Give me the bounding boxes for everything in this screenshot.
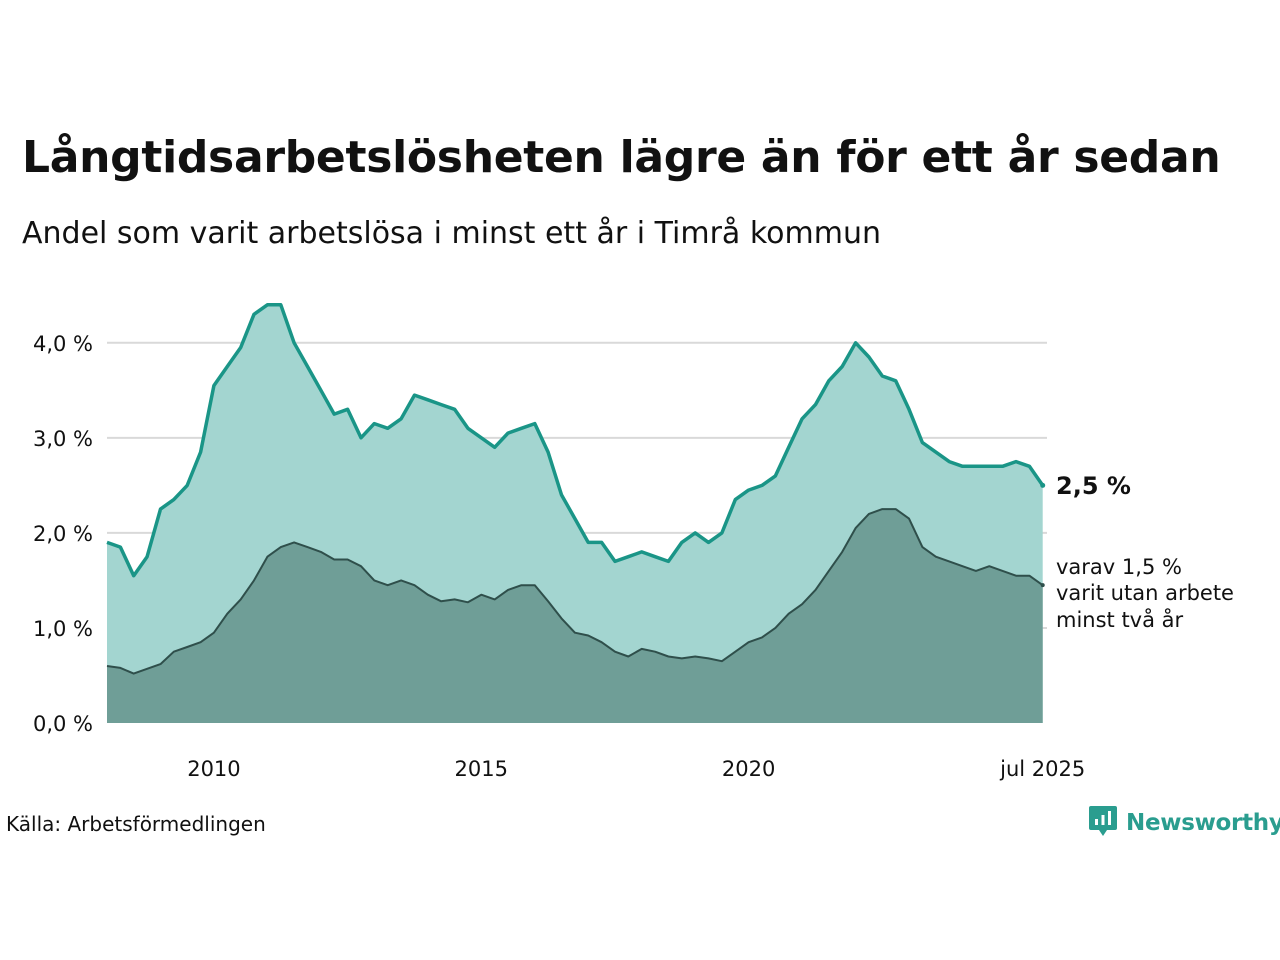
y-axis-ticks: 0,0 % 1,0 % 2,0 % 3,0 % 4,0 % xyxy=(33,332,93,736)
end-point-main xyxy=(1040,482,1046,488)
end-label-main: 2,5 % xyxy=(1056,472,1131,500)
source-note: Källa: Arbetsförmedlingen xyxy=(6,812,266,836)
brand-name: Newsworthy xyxy=(1126,810,1280,836)
line-two-years xyxy=(106,508,1044,675)
chart-title: Långtidsarbetslösheten lägre än för ett … xyxy=(22,132,1221,183)
chart-subtitle: Andel som varit arbetslösa i minst ett å… xyxy=(22,216,881,251)
y-tick-label: 2,0 % xyxy=(33,522,93,546)
y-tick-label: 0,0 % xyxy=(33,712,93,736)
y-tick-label: 4,0 % xyxy=(33,332,93,356)
x-tick-label: 2020 xyxy=(722,757,775,781)
x-tick-label: 2010 xyxy=(187,757,240,781)
chart-speech-bubble-icon xyxy=(1088,804,1118,842)
area-two-years xyxy=(107,509,1043,723)
line-total-longterm xyxy=(106,303,1045,578)
x-axis-ticks: 2010 2015 2020 jul 2025 xyxy=(187,757,1085,781)
x-tick-label: jul 2025 xyxy=(999,757,1085,781)
end-label-sub-line-2: varit utan arbete xyxy=(1056,581,1234,605)
x-tick-label: 2015 xyxy=(455,757,508,781)
brand-logo[interactable]: Newsworthy xyxy=(1088,804,1280,842)
y-tick-label: 1,0 % xyxy=(33,617,93,641)
end-label-sub-line-3: minst två år xyxy=(1056,607,1184,632)
end-label-sub-line-1: varav 1,5 % xyxy=(1056,555,1182,579)
y-tick-label: 3,0 % xyxy=(33,427,93,451)
end-point-sub xyxy=(1040,583,1045,588)
